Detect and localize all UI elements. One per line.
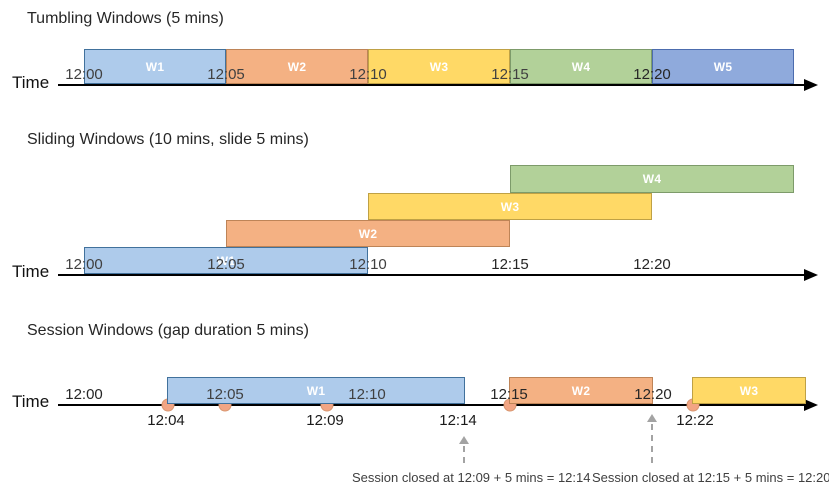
dashed-arrow-icon <box>463 446 465 463</box>
window-w4: W4 <box>510 165 794 193</box>
window-w3: W3 <box>368 193 652 220</box>
window-label: W2 <box>358 226 378 241</box>
time-tick-label: 12:05 <box>206 386 244 403</box>
window-w4: W4 <box>510 49 652 84</box>
window-label: W4 <box>571 59 591 74</box>
window-label: W4 <box>642 172 662 186</box>
time-axis-label: Time <box>12 73 50 92</box>
time-tick-label: 12:10 <box>349 66 387 83</box>
window-label: W5 <box>713 59 733 74</box>
time-tick-label: 12:10 <box>348 386 386 403</box>
time-tick-label: 12:15 <box>491 256 529 273</box>
window-label: W2 <box>571 383 591 398</box>
time-tick-label: 12:20 <box>633 66 671 83</box>
session-closed-annotation: Session closed at 12:15 + 5 mins = 12:20 <box>592 470 829 485</box>
window-w3: W3 <box>692 377 806 404</box>
dashed-arrow-icon <box>651 424 653 463</box>
time-tick-label: 12:10 <box>349 256 387 273</box>
time-axis-label: Time <box>12 262 50 281</box>
window-label: W2 <box>287 59 307 74</box>
time-tick-label: 12:00 <box>65 386 103 403</box>
window-w1: W1 <box>84 247 368 274</box>
time-tick-label: 12:00 <box>65 66 103 83</box>
window-label: W3 <box>429 59 449 74</box>
window-w5: W5 <box>652 49 794 84</box>
time-tick-label: 12:05 <box>207 256 245 273</box>
window-label: W3 <box>500 199 520 214</box>
window-w2: W2 <box>226 220 510 247</box>
session-closed-annotation: Session closed at 12:09 + 5 mins = 12:14 <box>352 470 591 485</box>
time-tick-label: 12:05 <box>207 66 245 83</box>
time-tick-label: 12:15 <box>491 66 529 83</box>
section-title: Session Windows (gap duration 5 mins) <box>27 322 309 339</box>
event-time-label: 12:09 <box>306 412 344 429</box>
time-tick-label: 12:15 <box>490 386 528 403</box>
event-time-label: 12:04 <box>147 412 185 429</box>
arrow-up-icon <box>459 436 469 444</box>
window-label: W1 <box>145 59 165 74</box>
axis-arrowhead-icon <box>804 399 818 411</box>
section-title: Sliding Windows (10 mins, slide 5 mins) <box>27 131 309 148</box>
window-w3: W3 <box>368 49 510 84</box>
window-w2: W2 <box>509 377 653 404</box>
window-label: W3 <box>739 383 759 398</box>
axis-arrowhead-icon <box>804 79 818 91</box>
section-title: Tumbling Windows (5 mins) <box>27 10 224 27</box>
window-w1: W1 <box>84 49 226 84</box>
window-label: W1 <box>216 253 236 268</box>
arrow-up-icon <box>647 414 657 422</box>
window-w1: W1 <box>167 377 465 404</box>
window-w2: W2 <box>226 49 368 84</box>
time-axis <box>58 404 806 406</box>
time-tick-label: 12:00 <box>65 256 103 273</box>
event-time-label: 12:22 <box>676 412 714 429</box>
window-label: W1 <box>306 383 326 398</box>
time-axis <box>58 274 806 276</box>
axis-arrowhead-icon <box>804 269 818 281</box>
time-axis-label: Time <box>12 392 50 411</box>
time-axis <box>58 84 806 86</box>
time-tick-label: 12:20 <box>633 256 671 273</box>
time-tick-label: 12:20 <box>634 386 672 403</box>
event-time-label: 12:14 <box>439 412 477 429</box>
